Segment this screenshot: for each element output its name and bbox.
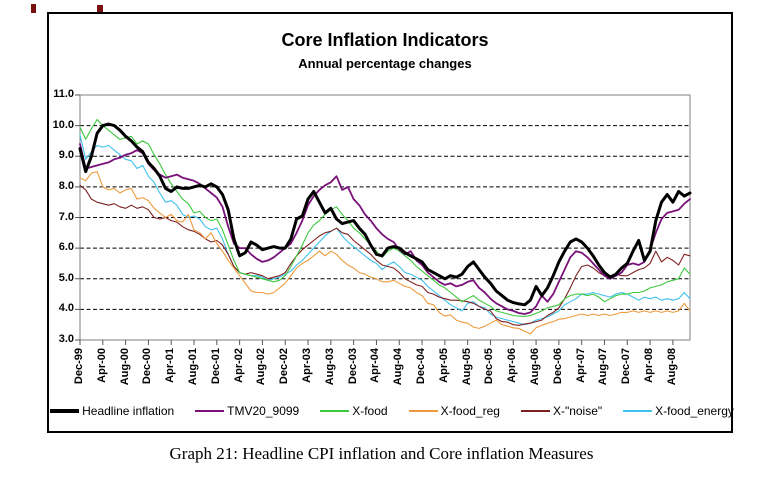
scan-artifact	[31, 4, 36, 13]
x-axis-label: Dec-01	[209, 348, 222, 385]
legend: Headline inflation TMV20_9099 X-food X-food…	[50, 404, 734, 418]
x-axis-label: Aug-08	[665, 348, 678, 386]
y-axis-label: 4.0	[58, 302, 74, 315]
x-axis-label: Apr-01	[164, 348, 177, 383]
x-axis-label: Apr-04	[369, 348, 382, 383]
x-axis-label: Aug-06	[529, 348, 542, 386]
legend-label: Headline inflation	[82, 404, 175, 418]
x-axis-label: Dec-05	[483, 348, 496, 385]
x-axis-label: Apr-07	[574, 348, 587, 383]
x-axis-label: Apr-00	[95, 348, 108, 383]
legend-item: X-"noise"	[520, 404, 603, 418]
x-axis-label: Apr-03	[301, 348, 314, 383]
x-axis-label: Aug-07	[597, 348, 610, 386]
x-axis-label: Aug-04	[392, 348, 405, 386]
legend-label: X-food_energy	[655, 404, 734, 418]
legend-item: TMV20_9099	[195, 404, 299, 418]
legend-item: X-food_reg	[408, 404, 500, 418]
y-axis-label: 8.0	[58, 179, 74, 192]
x-axis-label: Aug-02	[255, 348, 268, 386]
x-axis-label: Dec-03	[346, 348, 359, 385]
legend-line-swatch	[623, 410, 653, 412]
x-axis-label: Aug-03	[323, 348, 336, 386]
series-line-headline-inflation	[78, 122, 692, 307]
x-axis-label: Dec-06	[551, 348, 564, 385]
x-axis-label: Apr-02	[232, 348, 245, 383]
chart-title: Core Inflation Indicators	[281, 30, 489, 50]
legend-label: X-"noise"	[552, 404, 603, 418]
chart-figure-box: Core Inflation Indicators Annual percent…	[47, 12, 734, 433]
y-axis-label: 3.0	[58, 333, 74, 345]
x-axis-label: Apr-08	[643, 348, 656, 383]
y-axis-label: 11.0	[53, 88, 74, 100]
x-axis-label: Dec-04	[415, 348, 428, 385]
legend-label: TMV20_9099	[227, 404, 300, 418]
x-axis-label: Apr-06	[506, 348, 519, 383]
legend-line-swatch	[520, 410, 550, 412]
x-axis-label: Aug-05	[460, 348, 473, 386]
series-line-x-noise-	[79, 184, 691, 326]
legend-item: Headline inflation	[50, 404, 174, 418]
series-line-x-food-reg	[79, 171, 691, 335]
y-axis-label: 10.0	[52, 118, 74, 131]
x-axis-label: Dec-00	[141, 348, 154, 385]
legend-line-swatch	[195, 410, 225, 412]
x-axis-label: Aug-01	[187, 348, 200, 386]
x-axis-label: Dec-07	[620, 348, 633, 385]
x-axis-label: Apr-05	[437, 348, 450, 383]
legend-item: X-food	[320, 404, 388, 418]
x-axis-label: Dec-02	[278, 348, 291, 385]
legend-line-swatch	[50, 409, 80, 413]
y-axis-label: 5.0	[58, 271, 74, 284]
y-axis-label: 7.0	[58, 210, 74, 223]
legend-line-swatch	[408, 410, 438, 412]
series-line-tmv20-9099	[79, 143, 691, 315]
figure-caption: Graph 21: Headline CPI inflation and Cor…	[169, 444, 594, 463]
legend-label: X-food_reg	[440, 404, 500, 418]
x-axis-label: Dec-99	[73, 348, 85, 385]
y-axis-label: 6.0	[58, 241, 74, 254]
legend-label: X-food	[352, 404, 388, 418]
legend-item: X-food_energy	[623, 404, 734, 418]
plot-area	[75, 94, 692, 345]
y-axis-label: 9.0	[58, 149, 74, 162]
scan-artifact	[97, 5, 103, 12]
chart-subtitle: Annual percentage changes	[298, 56, 472, 71]
series-line-x-food-energy	[79, 134, 691, 326]
legend-line-swatch	[320, 410, 350, 412]
x-axis-label: Aug-00	[118, 348, 131, 386]
